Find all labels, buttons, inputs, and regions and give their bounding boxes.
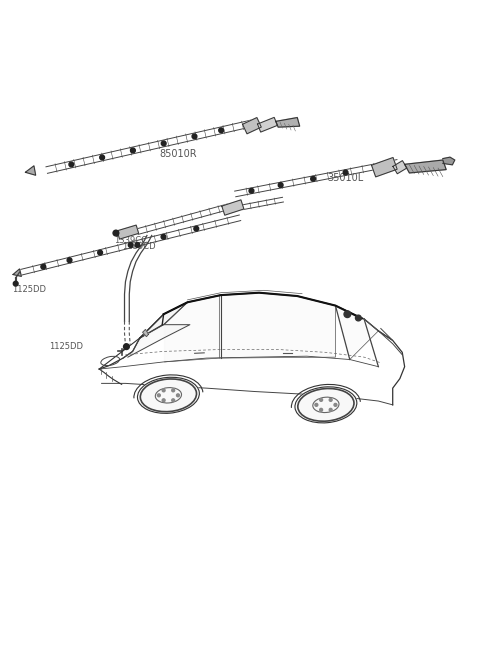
Circle shape [161,235,166,239]
Polygon shape [405,160,446,173]
Circle shape [320,409,323,411]
Circle shape [157,394,160,397]
Ellipse shape [295,387,357,423]
Polygon shape [336,306,378,359]
Polygon shape [142,303,187,338]
Circle shape [98,250,103,255]
Circle shape [172,389,175,392]
Circle shape [172,399,175,401]
Circle shape [334,403,337,406]
Circle shape [329,409,332,411]
Circle shape [69,162,74,167]
Text: 1125DD: 1125DD [49,342,83,351]
Polygon shape [257,118,277,132]
Polygon shape [219,293,336,358]
Polygon shape [25,166,36,175]
Text: 85010R: 85010R [159,149,197,159]
Circle shape [41,264,46,269]
Circle shape [135,242,140,248]
Circle shape [128,242,133,248]
Circle shape [13,281,18,286]
Circle shape [100,155,105,160]
Polygon shape [128,325,190,357]
Polygon shape [372,158,397,177]
Polygon shape [393,161,407,173]
Polygon shape [165,295,219,362]
Circle shape [249,189,254,193]
Circle shape [194,226,199,231]
Polygon shape [276,118,300,127]
Circle shape [315,403,318,406]
Circle shape [320,398,323,401]
Text: 1125DD: 1125DD [12,284,46,294]
Polygon shape [443,157,455,165]
Circle shape [192,134,197,139]
Text: 1339CC: 1339CC [115,236,147,245]
Circle shape [343,170,348,175]
Circle shape [161,141,166,146]
Text: 35010L: 35010L [327,173,363,183]
Circle shape [344,311,351,317]
Polygon shape [242,118,261,134]
Text: 1339CD: 1339CD [121,242,155,251]
Polygon shape [222,200,244,215]
Polygon shape [13,269,22,277]
Circle shape [113,230,119,236]
Circle shape [162,389,165,392]
Circle shape [329,398,332,401]
Circle shape [67,258,72,263]
Circle shape [278,183,283,187]
Polygon shape [117,225,139,239]
Circle shape [177,394,180,397]
Circle shape [123,344,129,350]
Circle shape [219,128,224,133]
Circle shape [311,177,315,181]
Circle shape [356,315,361,321]
Polygon shape [143,329,148,336]
Ellipse shape [137,377,199,413]
Circle shape [131,148,135,153]
Circle shape [162,399,165,401]
